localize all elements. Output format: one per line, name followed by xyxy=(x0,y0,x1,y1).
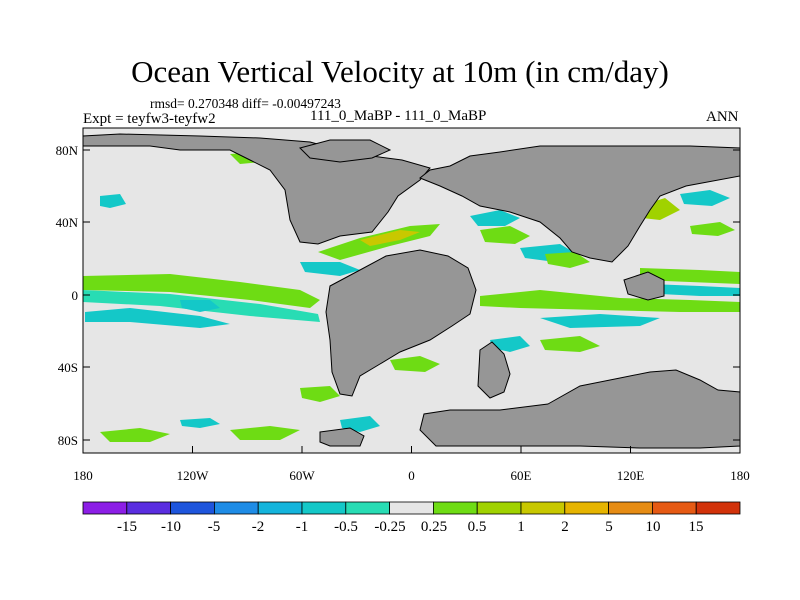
colorbar-label: 2 xyxy=(561,519,569,535)
indian-band-green xyxy=(480,290,740,312)
season-label: ANN xyxy=(706,109,739,125)
land-masses xyxy=(82,133,741,449)
land-south-america xyxy=(325,249,477,397)
equatorial-band-green xyxy=(83,274,320,308)
colorbar-label: 10 xyxy=(646,519,661,535)
x-tick-label: 120W xyxy=(177,468,210,483)
indian-band-cyan xyxy=(540,314,660,328)
southern-green-3 xyxy=(300,386,340,402)
colorbar-label: 15 xyxy=(689,519,704,535)
colorbar-box xyxy=(345,501,390,515)
y-tick-label: 40N xyxy=(56,215,79,230)
y-tick-labels: 80N 40N 0 40S 80S xyxy=(56,143,79,448)
colorbar-label: -1 xyxy=(296,519,309,535)
case-label: 111_0_MaBP - 111_0_MaBP xyxy=(310,108,487,124)
colorbar-box xyxy=(564,501,609,515)
north-pacific-green xyxy=(690,222,735,236)
colorbar-box xyxy=(695,501,741,515)
south-indian-cyan xyxy=(490,336,530,352)
colorbar-label: -15 xyxy=(117,519,137,535)
east-pacific-cyan xyxy=(650,284,740,296)
colorbar: -15 -10 -5 -2 -1 -0.5 -0.25 0.25 0.5 1 2… xyxy=(82,501,741,535)
land-greenland xyxy=(299,139,392,163)
chart-title: Ocean Vertical Velocity at 10m (in cm/da… xyxy=(131,54,669,89)
colorbar-box xyxy=(126,501,172,515)
y-axis xyxy=(83,149,740,441)
colorbar-box xyxy=(82,501,128,515)
atlantic-cyan xyxy=(300,262,360,276)
pacific-cyan-band xyxy=(85,308,230,328)
med-green-1 xyxy=(480,226,530,244)
south-atlantic-green xyxy=(390,356,440,372)
southern-cyan-1 xyxy=(180,418,220,428)
med-cyan-1 xyxy=(470,210,520,226)
colorbar-labels: -15 -10 -5 -2 -1 -0.5 -0.25 0.25 0.5 1 2… xyxy=(117,519,704,535)
land-southeast-asia xyxy=(623,271,665,301)
southern-green-2 xyxy=(230,426,300,440)
colorbar-box xyxy=(170,501,215,515)
land-antarctic-peninsula xyxy=(319,427,365,447)
colorbar-label: -2 xyxy=(252,519,265,535)
experiment-label: Expt = teyfw3-teyfw2 xyxy=(83,111,216,127)
x-tick-labels: 180 120W 60W 0 60E 120E 180 xyxy=(73,468,750,483)
x-tick-label: 60W xyxy=(289,468,315,483)
west-coast-cyan xyxy=(180,300,220,312)
colorbar-label: 0.5 xyxy=(468,519,487,535)
colorbar-box xyxy=(389,501,434,515)
land-eurasia xyxy=(419,145,741,263)
x-tick-label: 0 xyxy=(408,468,415,483)
south-indian-green xyxy=(540,336,600,352)
colorbar-box xyxy=(608,501,653,515)
x-tick-label: 60E xyxy=(511,468,532,483)
colorbar-box xyxy=(432,501,478,515)
arabian-green xyxy=(545,252,590,268)
west-pacific-cyan xyxy=(100,194,126,208)
y-tick-label: 0 xyxy=(72,288,79,303)
colorbar-box xyxy=(520,501,566,515)
land-africa xyxy=(477,341,511,399)
colorbar-box xyxy=(476,501,522,515)
x-tick-label: 180 xyxy=(730,468,750,483)
y-tick-label: 80N xyxy=(56,143,79,158)
colorbar-boxes xyxy=(82,501,741,515)
y-tick-label: 40S xyxy=(58,360,78,375)
colorbar-label: -0.5 xyxy=(334,519,358,535)
atlantic-yellow xyxy=(360,230,420,246)
colorbar-label: 1 xyxy=(517,519,525,535)
stats-label: rmsd= 0.270348 diff= -0.00497243 xyxy=(150,96,341,111)
map-panel: 180 120W 60W 0 60E 120E 180 80N 40N 0 40… xyxy=(56,127,750,483)
colorbar-box xyxy=(652,501,697,515)
x-tick-label: 120E xyxy=(617,468,645,483)
x-axis xyxy=(82,446,741,453)
east-pacific-green xyxy=(640,268,740,284)
colorbar-box xyxy=(213,501,259,515)
x-tick-label: 180 xyxy=(73,468,93,483)
colorbar-box xyxy=(257,501,303,515)
y-tick-label: 80S xyxy=(58,433,78,448)
colorbar-label: 5 xyxy=(605,519,613,535)
velocity-field xyxy=(83,152,740,442)
colorbar-label: 0.25 xyxy=(421,519,447,535)
colorbar-label: -10 xyxy=(161,519,181,535)
north-pacific-cyan xyxy=(680,190,730,206)
southern-green-1 xyxy=(100,428,170,442)
colorbar-label: -0.25 xyxy=(374,519,405,535)
colorbar-box xyxy=(301,501,347,515)
colorbar-label: -5 xyxy=(208,519,221,535)
land-australia xyxy=(419,369,741,449)
